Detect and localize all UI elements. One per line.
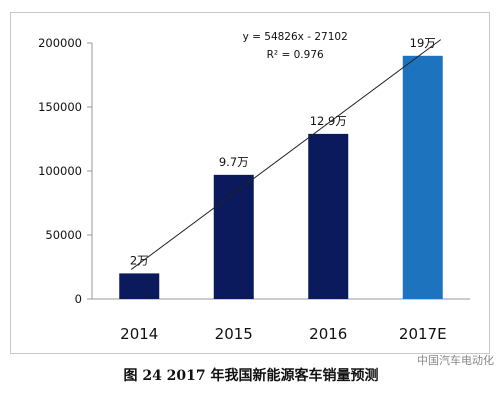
data-label: 2万 xyxy=(130,253,149,267)
y-tick-label: 150000 xyxy=(38,100,82,114)
data-label: 12.9万 xyxy=(310,114,347,128)
x-tick-label: 2015 xyxy=(215,325,253,343)
bar-2016 xyxy=(308,133,349,299)
y-tick-label: 50000 xyxy=(45,228,82,242)
x-tick-label: 2014 xyxy=(120,325,158,343)
trendline xyxy=(130,39,442,270)
data-label: 19万 xyxy=(410,36,436,50)
bar-2014 xyxy=(119,273,160,299)
trendline-equation: y = 54826x - 27102 xyxy=(243,31,348,43)
bar-2017E xyxy=(402,55,443,299)
watermark-text: 中国汽车电动化 xyxy=(417,354,494,367)
y-tick-label: 0 xyxy=(75,292,82,306)
trendline-r-squared: R² = 0.976 xyxy=(267,49,324,61)
bar-2015 xyxy=(213,174,254,299)
x-tick-label: 2016 xyxy=(309,325,347,343)
figure-caption: 图 24 2017 年我国新能源客车销量预测 xyxy=(123,368,379,384)
y-tick-label: 200000 xyxy=(38,36,82,50)
y-tick-label: 100000 xyxy=(38,164,82,178)
x-tick-label: 2017E xyxy=(399,325,447,343)
data-label: 9.7万 xyxy=(219,155,249,169)
